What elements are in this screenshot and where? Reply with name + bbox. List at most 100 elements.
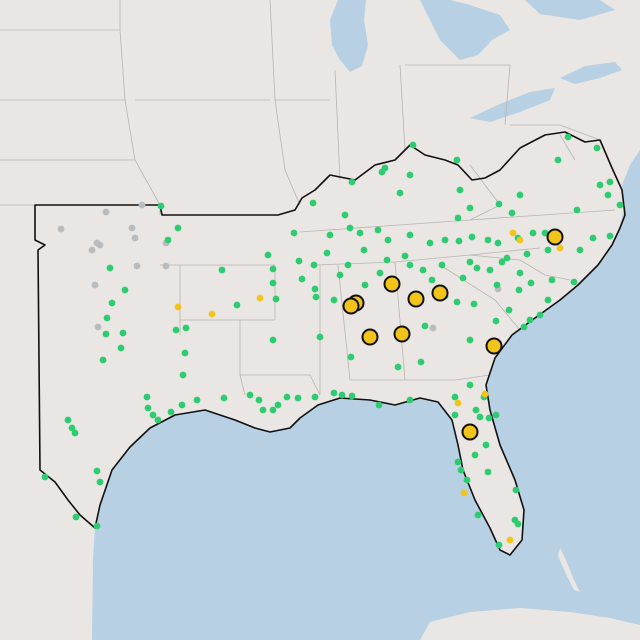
site-dot bbox=[274, 401, 282, 409]
island bbox=[558, 548, 580, 592]
site-dot bbox=[246, 391, 254, 399]
site-dot bbox=[495, 541, 503, 549]
site-dot bbox=[316, 333, 324, 341]
site-dot bbox=[259, 406, 267, 414]
site-dot bbox=[346, 224, 354, 232]
site-dot bbox=[589, 234, 597, 242]
site-dot bbox=[323, 249, 331, 257]
site-dot bbox=[494, 239, 502, 247]
lake bbox=[560, 62, 622, 84]
site-dot bbox=[72, 513, 80, 521]
site-dot bbox=[495, 200, 503, 208]
site-dot bbox=[503, 254, 511, 262]
site-dot bbox=[144, 404, 152, 412]
site-highlight bbox=[393, 325, 411, 343]
site-dot bbox=[106, 264, 114, 272]
site-dot bbox=[312, 293, 320, 301]
site-dot bbox=[429, 324, 437, 332]
site-dot bbox=[484, 468, 492, 476]
site-dot bbox=[428, 276, 436, 284]
site-dot bbox=[269, 279, 277, 287]
site-dot bbox=[178, 401, 186, 409]
site-dot bbox=[344, 261, 352, 269]
site-dot bbox=[64, 416, 72, 424]
site-highlight bbox=[485, 337, 503, 355]
site-dot bbox=[460, 489, 468, 497]
site-dot bbox=[174, 224, 182, 232]
site-dot bbox=[516, 269, 524, 277]
site-dot bbox=[360, 246, 368, 254]
site-dot bbox=[573, 206, 581, 214]
site-dot bbox=[119, 329, 127, 337]
site-highlight bbox=[546, 228, 564, 246]
site-dot bbox=[96, 478, 104, 486]
site-dot bbox=[544, 296, 552, 304]
site-dot bbox=[298, 275, 306, 283]
site-dot bbox=[515, 286, 523, 294]
site-dot bbox=[172, 326, 180, 334]
site-dot bbox=[162, 262, 170, 270]
site-dot bbox=[441, 236, 449, 244]
site-dot bbox=[108, 299, 116, 307]
site-dot bbox=[417, 358, 425, 366]
site-dot bbox=[453, 156, 461, 164]
site-dot bbox=[356, 229, 364, 237]
site-dot bbox=[466, 336, 474, 344]
site-dot bbox=[269, 406, 277, 414]
site-dot bbox=[455, 237, 463, 245]
site-dot bbox=[264, 251, 272, 259]
site-dot bbox=[593, 144, 601, 152]
site-dot bbox=[383, 256, 391, 264]
site-dot bbox=[512, 486, 520, 494]
site-dot bbox=[208, 310, 216, 318]
site-dot bbox=[570, 278, 578, 286]
site-dot bbox=[336, 271, 344, 279]
site-dot bbox=[481, 390, 489, 398]
site-dot bbox=[91, 281, 99, 289]
site-dot bbox=[330, 296, 338, 304]
site-dot bbox=[375, 401, 383, 409]
site-dot bbox=[459, 274, 467, 282]
site-dot bbox=[406, 171, 414, 179]
site-dot bbox=[541, 229, 549, 237]
site-dot bbox=[473, 264, 481, 272]
site-dot bbox=[294, 394, 302, 402]
site-dot bbox=[606, 232, 614, 240]
site-dot bbox=[272, 295, 280, 303]
site-dot bbox=[309, 199, 317, 207]
site-dot bbox=[506, 536, 514, 544]
site-dot bbox=[361, 281, 369, 289]
site-dot bbox=[604, 191, 612, 199]
site-dot bbox=[311, 285, 319, 293]
site-dot bbox=[157, 202, 165, 210]
site-dot bbox=[295, 257, 303, 265]
site-dot bbox=[438, 261, 446, 269]
site-dot bbox=[233, 301, 241, 309]
site-highlight bbox=[361, 328, 379, 346]
site-dot bbox=[154, 416, 162, 424]
site-dot bbox=[454, 458, 462, 466]
site-dot bbox=[492, 411, 500, 419]
site-dot bbox=[516, 191, 524, 199]
site-dot bbox=[454, 214, 462, 222]
site-dot bbox=[181, 349, 189, 357]
site-dot bbox=[474, 511, 482, 519]
site-dot bbox=[529, 229, 537, 237]
site-dot bbox=[128, 224, 136, 232]
site-dot bbox=[476, 413, 484, 421]
site-dot bbox=[406, 261, 414, 269]
cuba bbox=[420, 608, 640, 640]
site-dot bbox=[396, 189, 404, 197]
site-dot bbox=[93, 522, 101, 530]
site-dot bbox=[426, 239, 434, 247]
region-outline bbox=[34, 131, 626, 556]
site-dot bbox=[131, 234, 139, 242]
site-dot bbox=[498, 258, 506, 266]
site-dot bbox=[96, 241, 104, 249]
site-dot bbox=[164, 236, 172, 244]
lake bbox=[420, 0, 510, 60]
site-dot bbox=[451, 411, 459, 419]
site-dot bbox=[121, 286, 129, 294]
site-dot bbox=[526, 316, 534, 324]
